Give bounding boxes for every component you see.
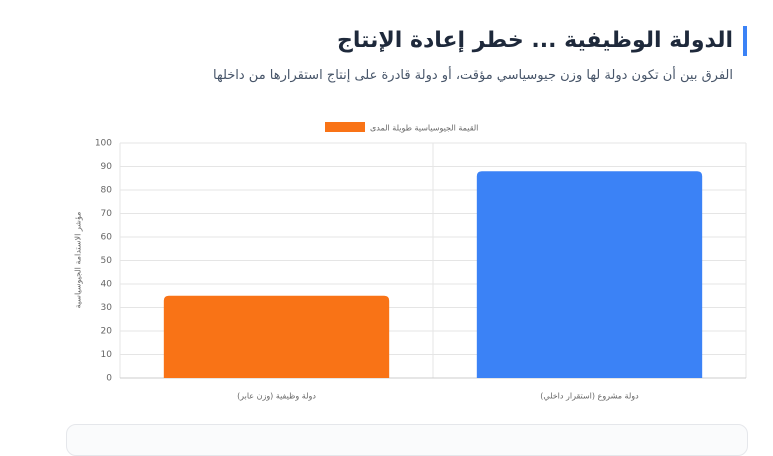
info-card <box>66 424 748 456</box>
legend-swatch <box>325 122 365 132</box>
chart-subtitle: الفرق بين أن تكون دولة لها وزن جيوسياسي … <box>212 68 733 83</box>
bar <box>163 295 390 378</box>
chart: مؤشر الاستدامة الجيوسياسية 0 10 20 30 40 50 60… <box>74 122 747 401</box>
y-tick-label: 30 <box>101 303 113 313</box>
y-tick-label: 50 <box>101 256 113 266</box>
x-tick-label: دولة وظيفية (وزن عابر) <box>237 392 316 401</box>
y-tick-label: 100 <box>95 139 112 149</box>
legend-label: القيمة الجيوسياسية طويلة المدى <box>370 124 478 133</box>
page: {"chart_data": {"type": "bar", "title": … <box>66 26 748 456</box>
y-tick-label: 80 <box>101 186 113 196</box>
x-tick-label: دولة مشروع (استقرار داخلي) <box>540 392 639 401</box>
y-tick-label: 70 <box>101 209 113 219</box>
header: الدولة الوظيفية ... خطر إعادة الإنتاج <box>93 26 747 56</box>
chart-title: الدولة الوظيفية ... خطر إعادة الإنتاج <box>337 28 733 53</box>
y-tick-label: 0 <box>106 374 112 384</box>
y-axis-label: مؤشر الاستدامة الجيوسياسية <box>74 212 83 309</box>
y-tick-label: 90 <box>101 162 113 172</box>
y-tick-label: 20 <box>101 327 113 337</box>
y-tick-label: 40 <box>101 280 113 290</box>
bar <box>476 171 703 378</box>
y-tick-label: 60 <box>101 233 113 243</box>
y-tick-label: 10 <box>101 350 113 360</box>
